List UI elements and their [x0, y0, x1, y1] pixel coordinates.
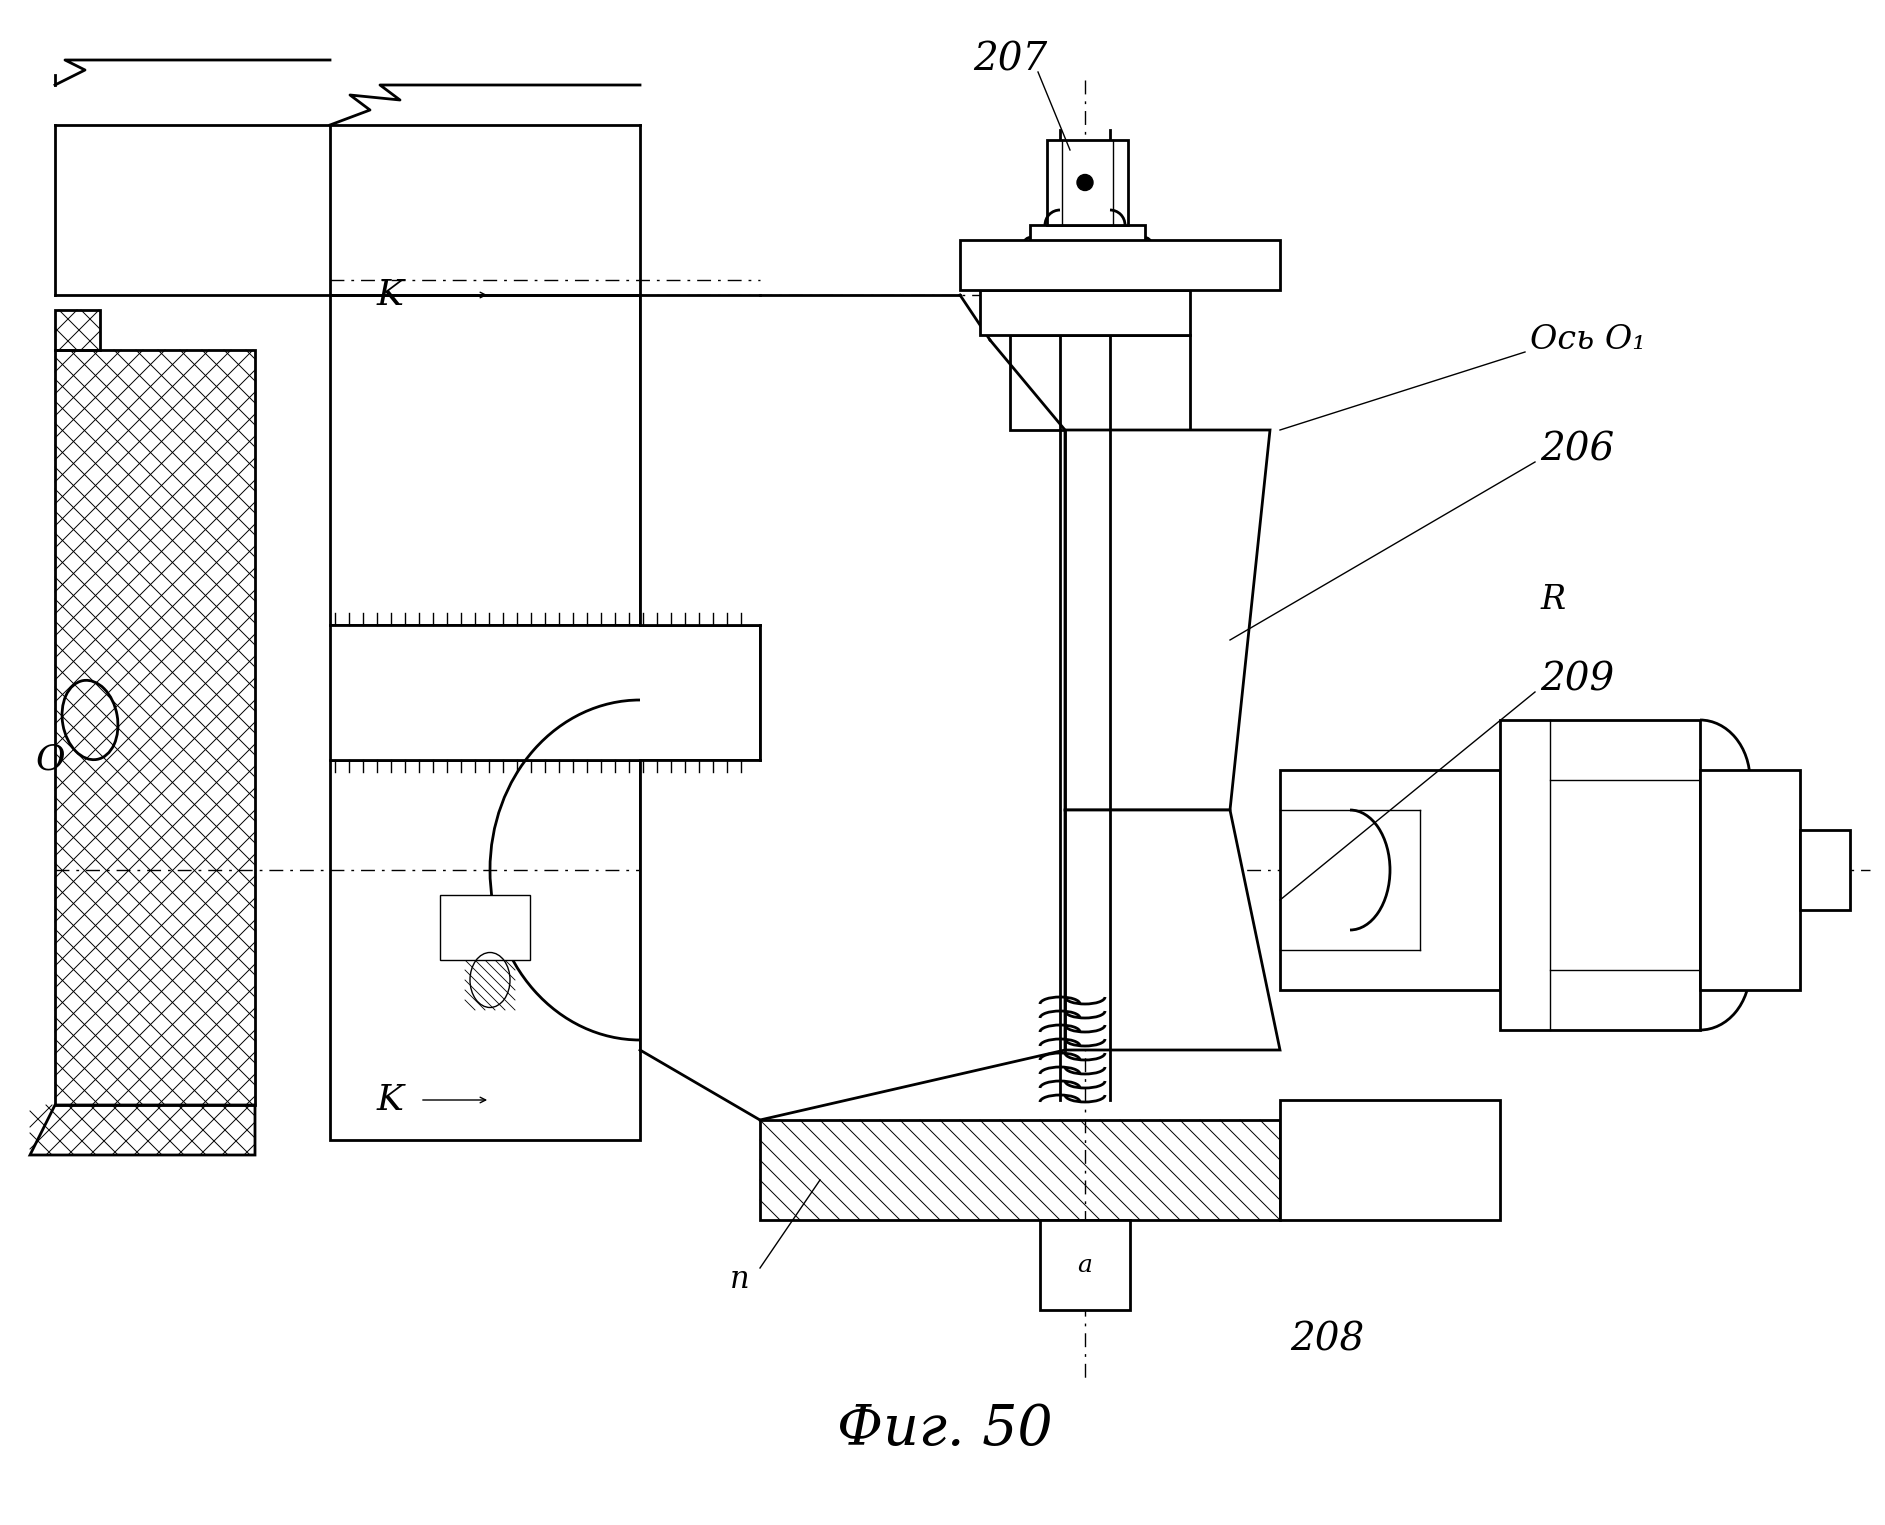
Text: R: R [1540, 584, 1565, 616]
Bar [439, 895, 530, 961]
Text: n: n [729, 1264, 750, 1296]
Circle shape [1076, 174, 1093, 191]
Text: a: a [1078, 1254, 1093, 1276]
Bar [959, 239, 1280, 290]
Text: K: K [377, 1083, 403, 1116]
Polygon shape [641, 294, 1065, 1119]
Bar [1010, 336, 1189, 430]
Text: O: O [36, 743, 64, 778]
Bar [55, 351, 254, 1106]
Bar [1800, 830, 1849, 910]
Bar [1500, 720, 1700, 1029]
Polygon shape [1065, 430, 1270, 810]
Bar [1700, 770, 1800, 990]
Text: 206: 206 [1540, 432, 1614, 468]
Bar [330, 294, 641, 625]
Text: 209: 209 [1540, 662, 1614, 698]
Bar [1046, 140, 1127, 226]
Polygon shape [1065, 810, 1280, 1051]
Bar [330, 759, 641, 1141]
Text: 207: 207 [973, 41, 1048, 78]
Bar [1041, 1220, 1129, 1310]
Text: K: K [377, 278, 403, 313]
Bar [980, 290, 1189, 336]
Bar [330, 625, 760, 759]
Bar [1029, 226, 1144, 290]
Bar [760, 1119, 1280, 1220]
Text: 208: 208 [1289, 1322, 1365, 1359]
Bar [1280, 1100, 1500, 1220]
Text: Фиг. 50: Фиг. 50 [837, 1403, 1054, 1458]
Text: Ось О₁: Ось О₁ [1531, 323, 1646, 355]
Bar [1280, 770, 1500, 990]
Bar [55, 310, 100, 351]
